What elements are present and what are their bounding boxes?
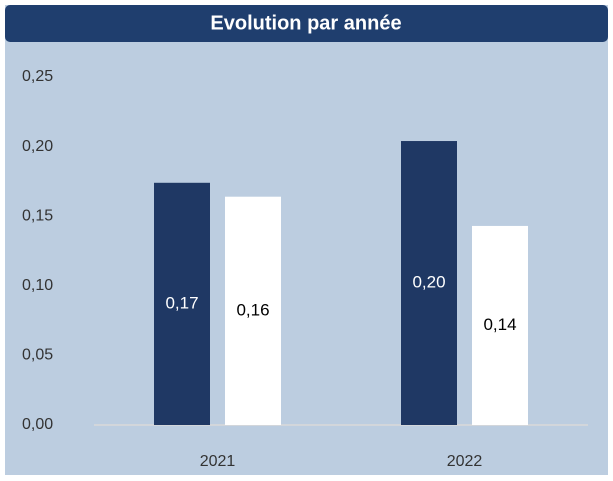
y-tick-label: 0,10 <box>22 277 53 294</box>
chart-title: Evolution par année <box>210 12 401 34</box>
title-bar <box>5 5 608 42</box>
y-tick-label: 0,00 <box>22 416 53 433</box>
x-tick-label: 2021 <box>200 453 236 470</box>
bar <box>401 141 457 426</box>
y-tick-label: 0,20 <box>22 138 53 155</box>
y-tick-label: 0,05 <box>22 347 53 364</box>
data-label: 0,17 <box>165 293 198 312</box>
y-tick-label: 0,15 <box>22 207 53 224</box>
y-tick-label: 0,25 <box>22 68 53 85</box>
data-label: 0,20 <box>412 273 445 292</box>
bar <box>154 182 210 425</box>
x-tick-label: 2022 <box>447 453 483 470</box>
data-label: 0,14 <box>483 315 516 334</box>
bar <box>225 196 281 425</box>
data-label: 0,16 <box>236 300 269 319</box>
bar <box>472 225 528 425</box>
